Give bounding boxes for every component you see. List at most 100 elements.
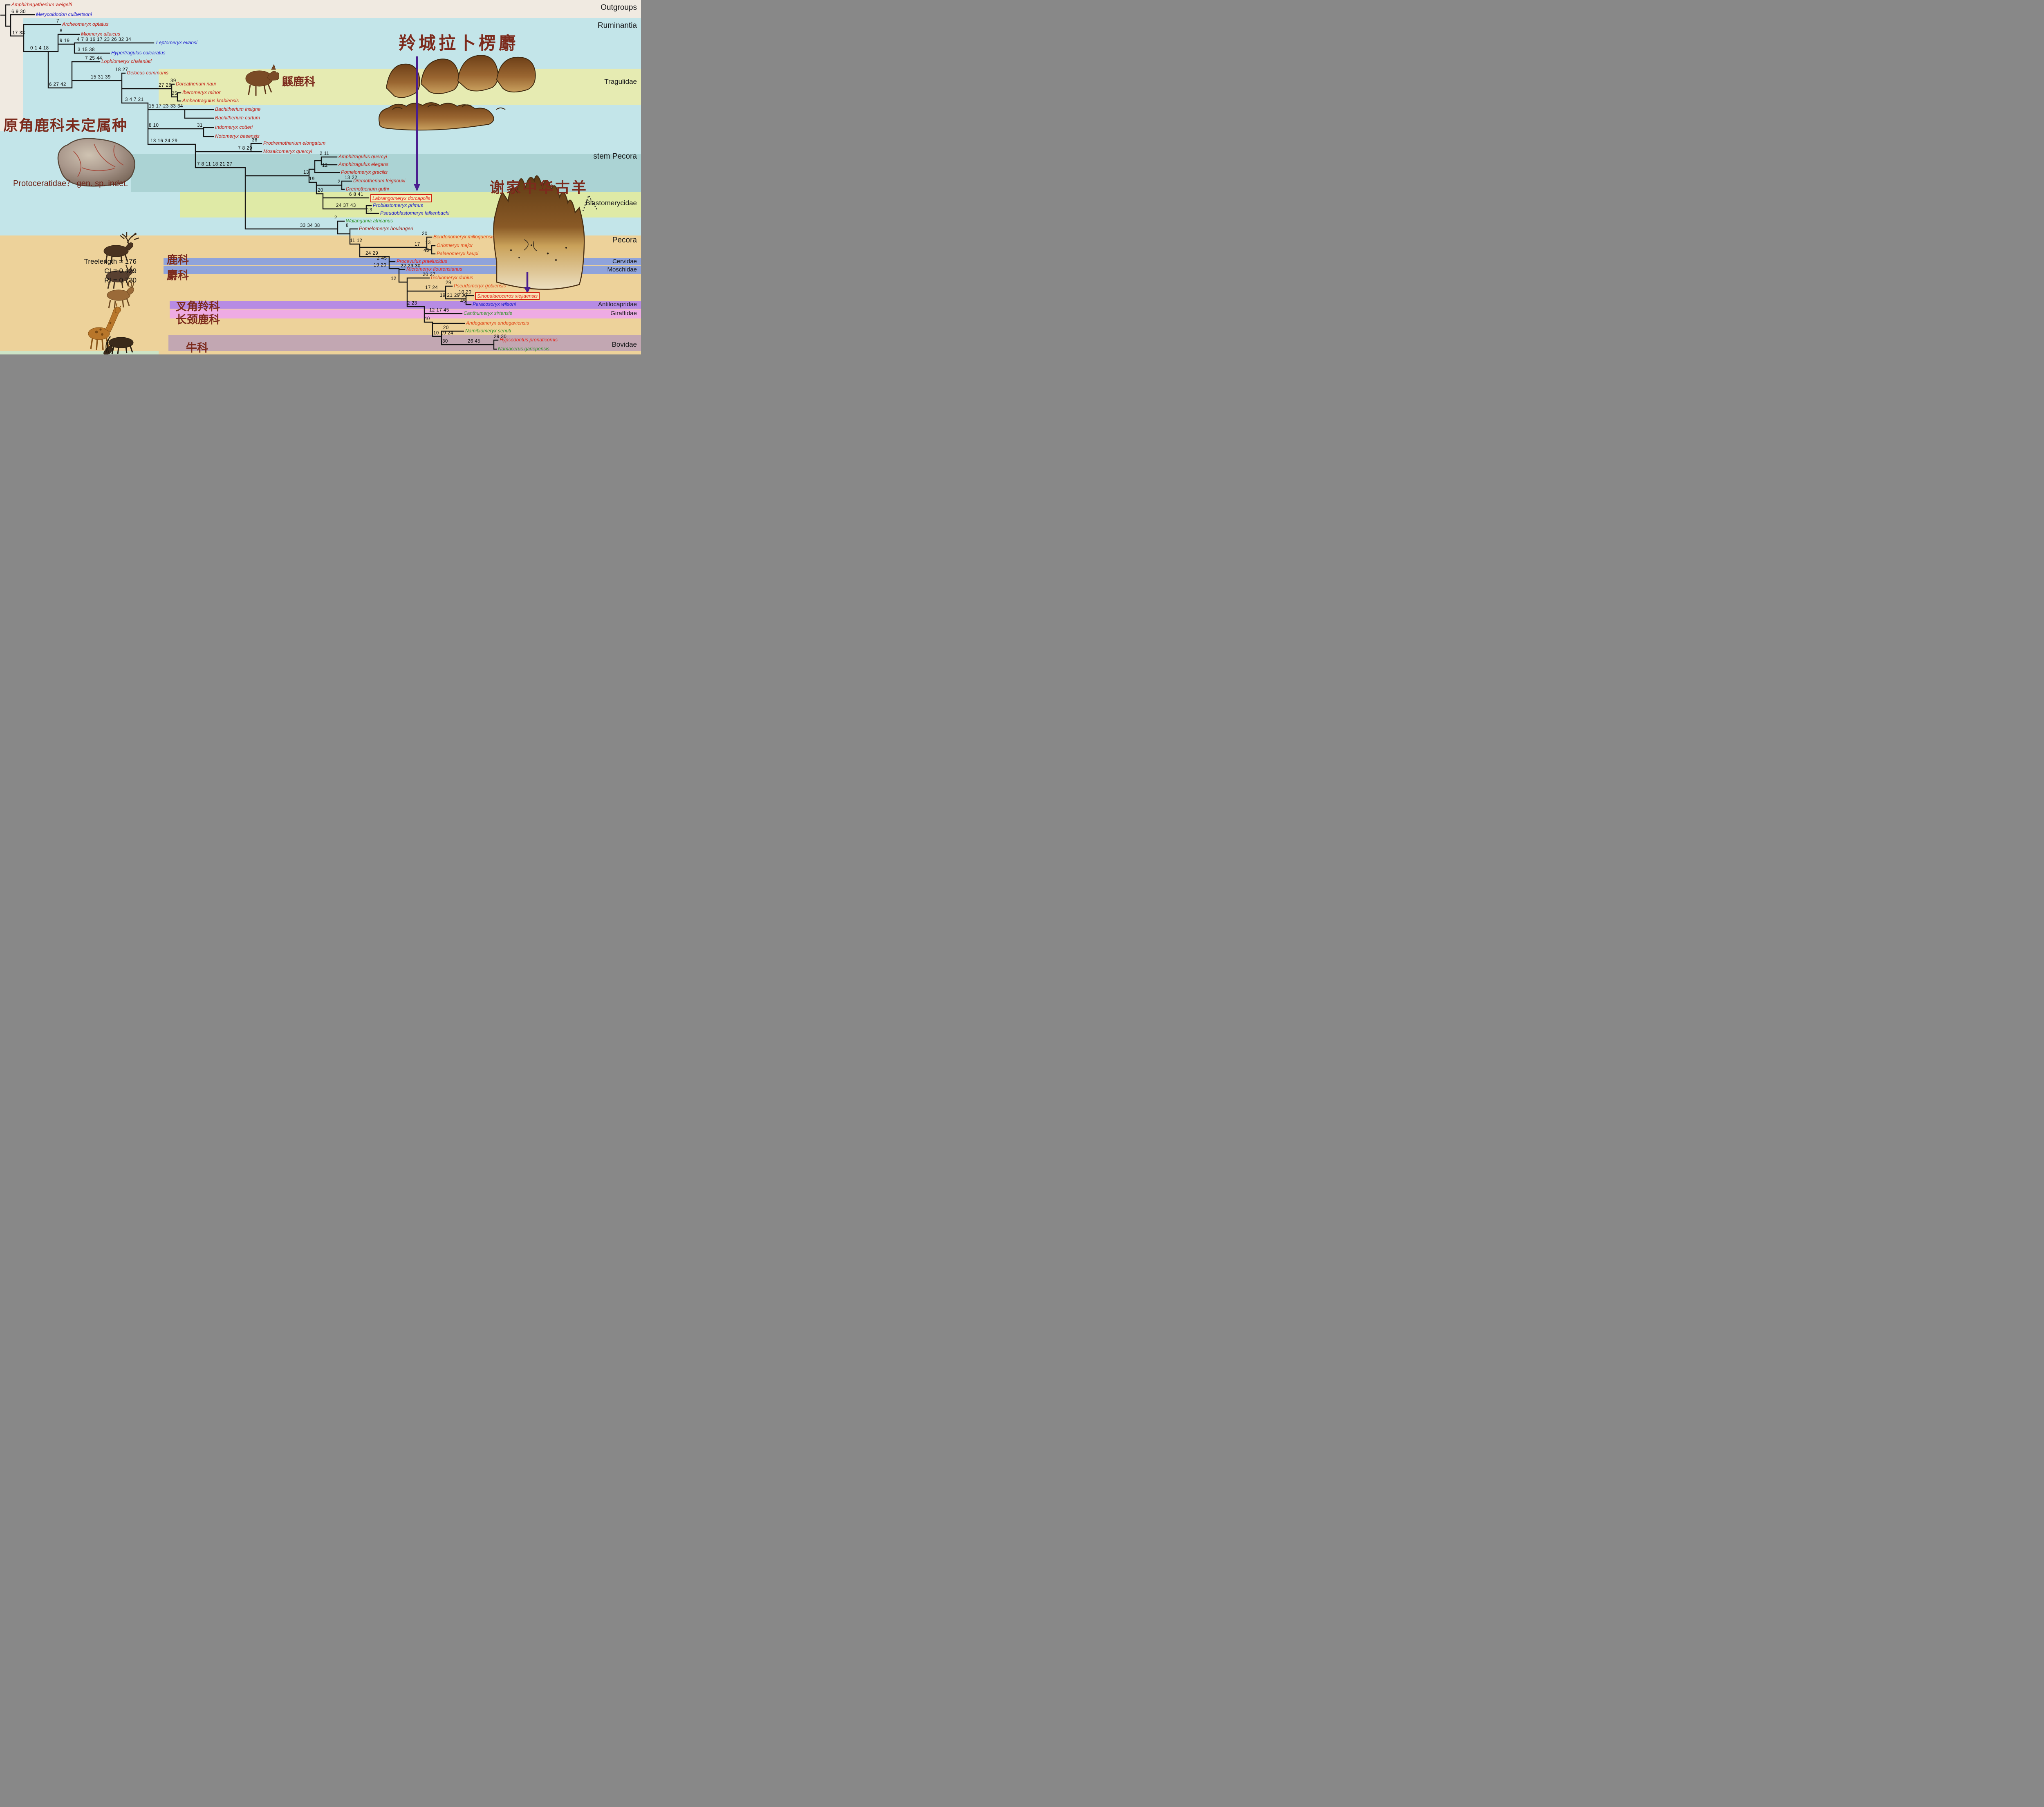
title-sinopalaeoceros-cn: 谢家中华古羊 (490, 179, 588, 196)
taxon-label: Miomeryx altaicus (81, 31, 121, 37)
taxon-label: Walangania africanus (346, 218, 393, 224)
left-cream-column (0, 0, 23, 131)
node-support-label: 40 (424, 316, 430, 321)
label-protoceratidae-latin: Protoceratidae？ gen. sp. indet. (13, 179, 128, 188)
band-giraffidae (170, 309, 641, 318)
node-support-label: 4 7 8 16 17 23 26 32 34 (77, 37, 131, 42)
pronghorn-silhouette (107, 280, 134, 309)
node-support-label: 7 8 11 18 21 27 (197, 162, 233, 167)
node-support-label: 36 (252, 138, 258, 143)
node-support-label: 19 21 29 30 (440, 293, 467, 298)
taxon-label: Gelocus communis (127, 70, 169, 76)
region-label-stem-pecora: stem Pecora (593, 152, 637, 161)
node-support-label: 6 8 41 (349, 192, 363, 197)
node-support-label: 6 9 30 (11, 9, 26, 14)
taxon-label: Problastomeryx primus (373, 202, 423, 208)
fossil-teeth-lower-row (379, 102, 506, 131)
node-support-label: 7 8 29 (238, 146, 252, 151)
node-support-label: 20 27 (423, 272, 436, 277)
node-support-label: 2 23 (407, 301, 417, 306)
taxon-label: Hypsodontus pronaticornis (500, 337, 558, 343)
node-support-label: 8 (346, 223, 349, 228)
node-support-label: 19 (309, 177, 315, 182)
node-support-label: 6 27 42 (49, 82, 66, 87)
taxon-label: Canthumeryx sirtensis (464, 310, 512, 316)
taxon-label: Prodremotherium elongatum (263, 140, 326, 146)
node-support-label: 2 11 (320, 151, 329, 156)
region-label-tragulidae: Tragulidae (604, 78, 637, 85)
taxon-label: Indomeryx cotteri (215, 124, 253, 130)
taxon-label: Pseudomeryx gobiensis (454, 283, 506, 289)
region-label-cervidae: Cervidae (612, 258, 637, 265)
taxon-label: Bendenomeryx milloquensis (433, 234, 495, 240)
node-support-label: 27 28 (159, 83, 172, 88)
taxon-label: Hypertragulus calcaratus (111, 50, 166, 56)
fossil-teeth-upper-row (385, 55, 536, 98)
cn-label-bovidae: 牛科 (186, 342, 208, 354)
taxon-label: Amphitragulus elegans (338, 161, 389, 167)
taxon-label: Palaeomeryx kaupi (437, 251, 479, 256)
fossil-big-tooth (493, 175, 598, 290)
band-bottom-strip (0, 351, 159, 354)
region-label-antilocapridae: Antilocapridae (598, 301, 637, 308)
region-label-blastomerycidae: Blastomerycidae (585, 199, 637, 207)
node-support-label: 9 19 (60, 38, 70, 43)
taxon-label: Iberomeryx minor (182, 90, 221, 95)
taxon-label: Leptomeryx evansi (156, 40, 197, 45)
taxon-label: Micromeryx flourensianus (406, 266, 462, 272)
cn-label-antilocapridae: 叉角羚科 (176, 300, 220, 313)
gazelle-silhouette (103, 336, 134, 354)
taxon-label: Amphitragulus quercyi (338, 154, 387, 159)
node-support-label: 19 20 (374, 263, 387, 268)
node-support-label: 3 15 38 (78, 47, 95, 52)
taxon-label: Pseudoblastomeryx falkenbachi (380, 210, 450, 216)
node-support-label: 22 29 30 (401, 264, 421, 269)
node-support-label: 13 (367, 208, 372, 213)
taxon-label: Oriomeryx major (437, 242, 473, 248)
node-support-label: 33 34 38 (300, 223, 320, 228)
taxon-label: Gobiomeryx dubius (431, 275, 473, 280)
giraffe-silhouette (88, 303, 121, 350)
region-label-giraffidae: Giraffidae (610, 310, 637, 317)
node-support-label: 17 (415, 242, 420, 247)
taxon-label: Pomelomeryx gracilis (341, 169, 388, 175)
cladogram-lines (0, 4, 499, 350)
tree-statistics: Treelength = 176 CI = 0.429 RI = 0.730 (61, 257, 137, 285)
musk-deer-silhouette (106, 265, 133, 289)
title-labrangomeryx-cn: 羚城拉卜楞麝 (399, 34, 519, 53)
node-support-label: 11 12 (350, 238, 363, 243)
stat-ci: CI = 0.429 (104, 267, 137, 275)
node-support-label: 0 1 4 18 (30, 46, 49, 51)
node-support-label: 12 17 45 (429, 308, 449, 313)
node-support-label: 3 4 7 21 (125, 97, 144, 102)
node-support-label: 15 31 39 (91, 75, 111, 80)
taxon-label: Paracosoryx wilsoni (473, 301, 516, 307)
node-support-label: 10 19 24 (433, 331, 453, 336)
stat-treelength: Treelength = 176 (84, 258, 137, 265)
band-bovidae (168, 335, 641, 351)
taxon-label: Dorcatherium naui (176, 81, 216, 87)
region-label-pecora: Pecora (612, 236, 637, 244)
node-support-label: 10 20 (459, 290, 472, 295)
taxon-label: Procevulus praelucidus (397, 258, 448, 264)
node-support-label: 31 (197, 123, 203, 128)
node-support-label: 12 (322, 163, 328, 168)
node-support-label: 17 38 (12, 31, 25, 36)
taxon-label: Labrangomeryx dorcapolis (370, 194, 433, 202)
taxon-label: Pomelomeryx boulangeri (359, 226, 413, 231)
region-label-moschidae: Moschidae (607, 266, 637, 273)
node-support-label: 12 (391, 276, 397, 281)
node-support-label: 2 (334, 215, 337, 220)
cn-label-cervidae: 鹿科 (167, 254, 189, 266)
node-support-label: 20 (443, 325, 449, 330)
node-support-label: 39 (170, 78, 176, 83)
node-support-label: 17 24 (425, 285, 438, 290)
chevrotain-silhouette (245, 64, 279, 96)
node-support-label: 7 25 44 (85, 56, 102, 61)
taxon-label: Archeotragulus krabiensis (182, 98, 239, 103)
region-label-outgroups: Outgroups (601, 3, 637, 12)
node-support-label: 18 27 (115, 67, 128, 72)
band-antilocapridae (170, 301, 641, 309)
node-support-label: 45 (460, 299, 466, 304)
taxon-label: Bachitherium insigne (215, 106, 261, 112)
